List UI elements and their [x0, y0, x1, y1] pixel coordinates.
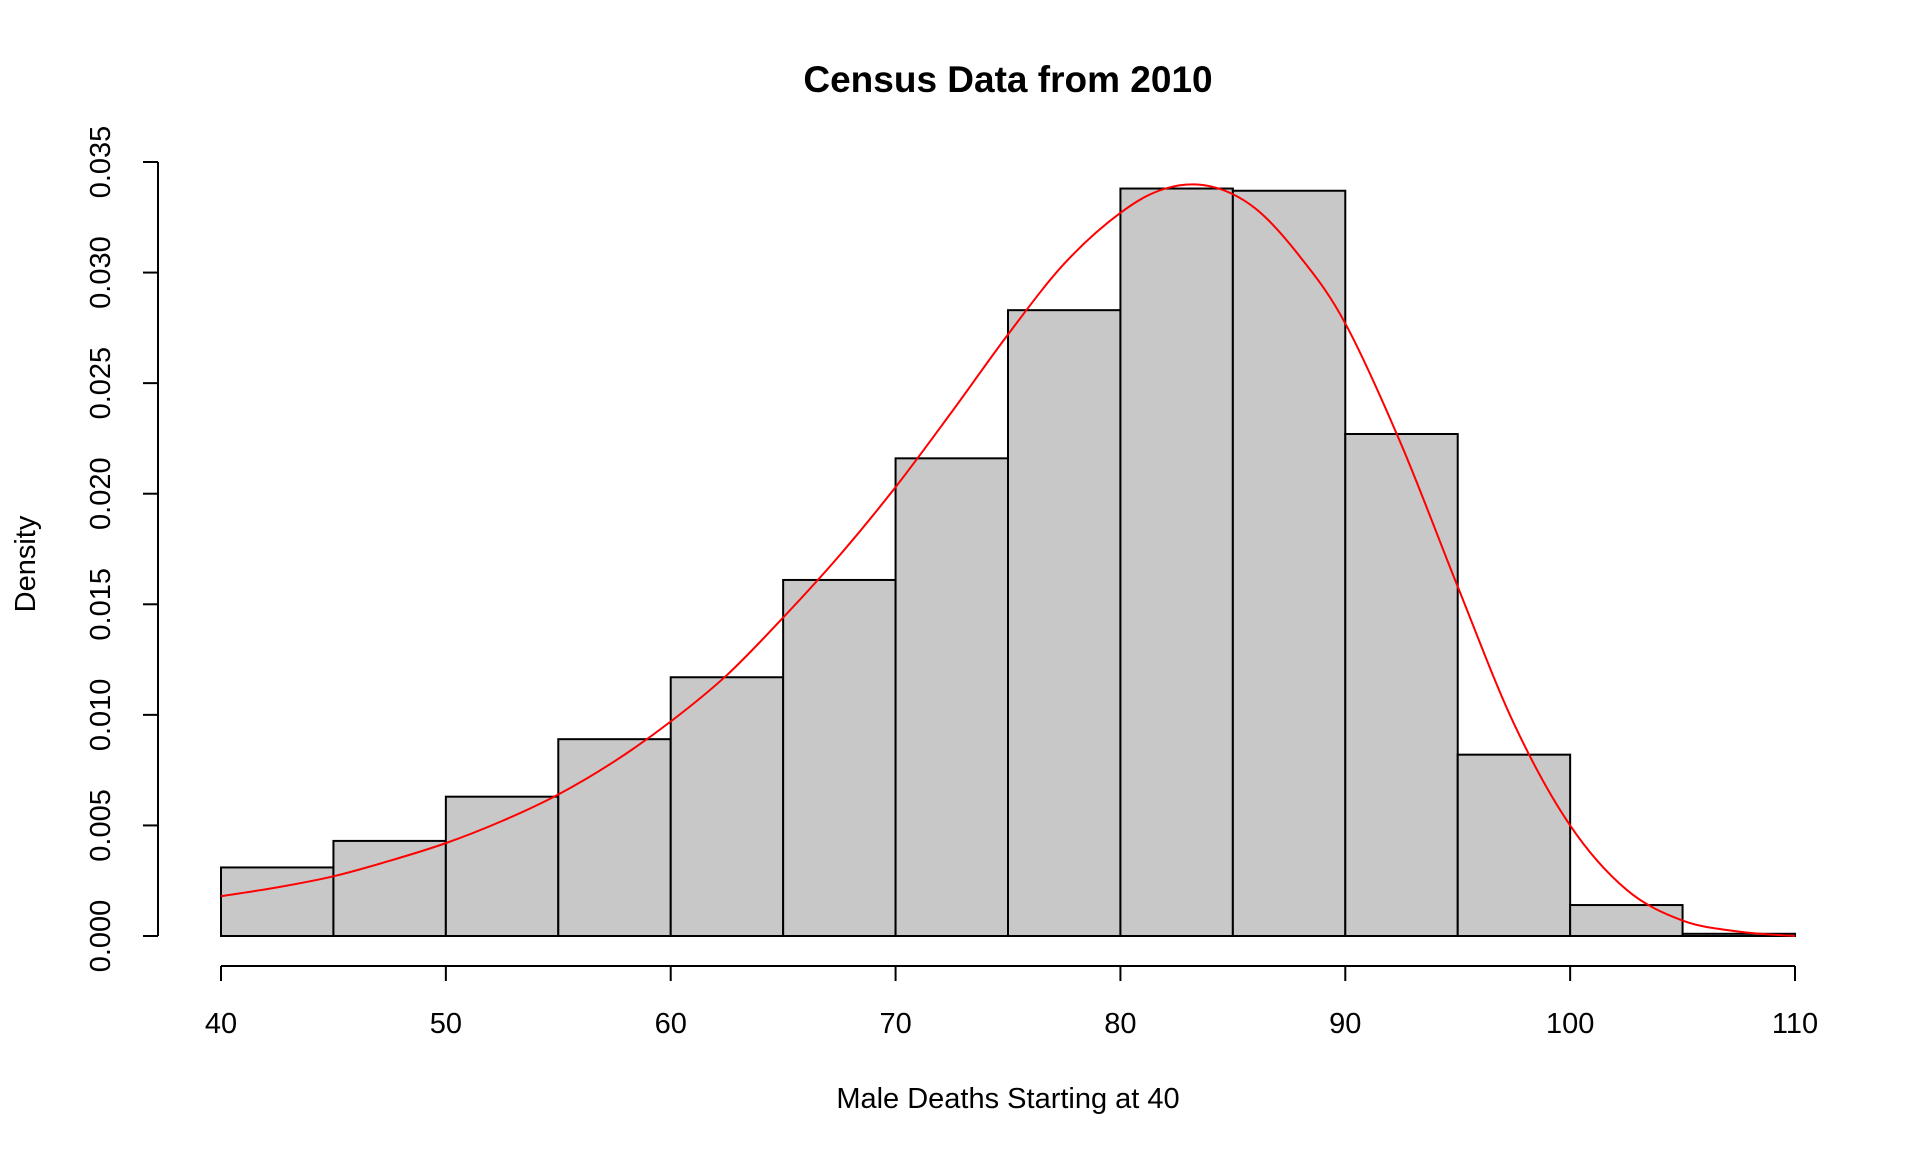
y-tick-label: 0.005	[85, 789, 117, 862]
histogram-bar-11	[1344, 433, 1459, 937]
y-tick-label: 0.010	[85, 679, 117, 752]
histogram-bar-13	[1569, 904, 1684, 937]
chart-title: Census Data from 2010	[803, 59, 1212, 100]
x-axis-label: Male Deaths Starting at 40	[836, 1083, 1179, 1115]
histogram-bars	[220, 187, 1796, 938]
histogram-bar-7	[894, 457, 1009, 937]
histogram-bar-10	[1231, 189, 1347, 937]
histogram-bar-14	[1681, 932, 1796, 938]
y-tick-label: 0.025	[85, 347, 117, 420]
x-tick-label: 110	[1772, 1008, 1818, 1040]
y-tick-label: 0.020	[85, 457, 117, 530]
histogram-bar-6	[782, 578, 897, 938]
histogram-bar-12	[1456, 753, 1572, 937]
histogram-bar-5	[669, 676, 785, 938]
histogram-bar-1	[220, 866, 335, 938]
x-tick-label: 70	[879, 1008, 911, 1040]
x-tick-label: 100	[1546, 1008, 1594, 1040]
x-axis: 40 50 60 70 80 90 100 110	[205, 965, 1818, 1040]
density-curve	[220, 183, 1796, 937]
y-tick-label: 0.015	[85, 568, 117, 641]
histogram-bar-4	[557, 738, 672, 937]
y-tick-label: 0.000	[85, 900, 117, 973]
y-tick-label: 0.030	[85, 236, 117, 309]
x-tick-label: 80	[1104, 1008, 1136, 1040]
y-axis-label: Density	[10, 515, 42, 612]
x-tick-label: 40	[205, 1008, 237, 1040]
x-tick-label: 90	[1329, 1008, 1361, 1040]
histogram-bar-8	[1007, 309, 1122, 937]
histogram-bar-3	[444, 795, 560, 937]
x-tick-label: 60	[655, 1008, 687, 1040]
histogram-bar-9	[1119, 187, 1234, 937]
y-tick-label: 0.035	[85, 126, 117, 199]
y-axis: 0.000 0.005 0.010 0.015 0.020 0.025 0.030 0.035	[85, 126, 159, 973]
x-tick-label: 50	[430, 1008, 462, 1040]
histogram-bar-2	[332, 839, 447, 937]
